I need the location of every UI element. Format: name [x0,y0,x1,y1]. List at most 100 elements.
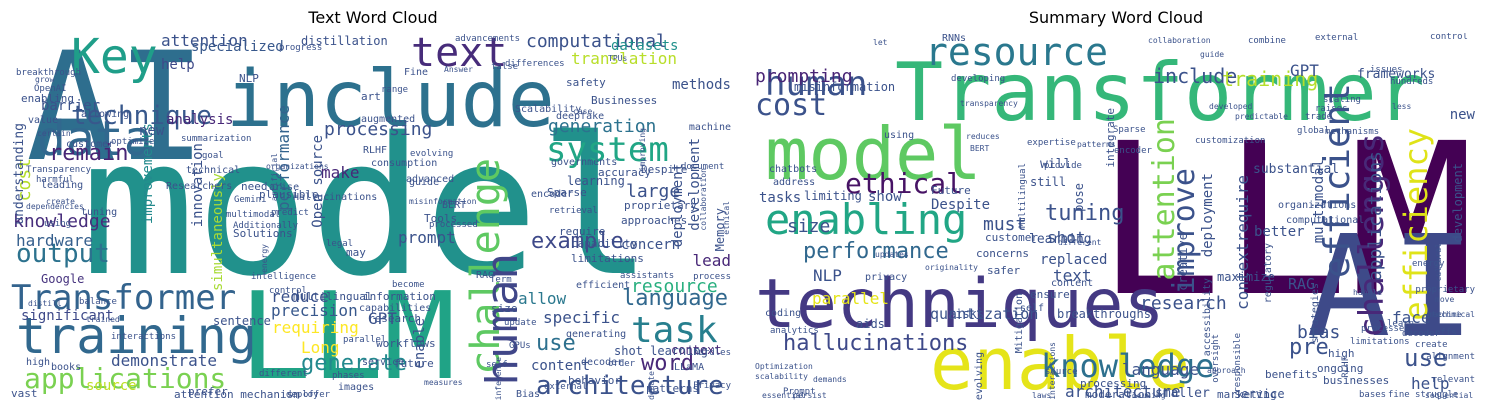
left-word-patterns: patterns [646,382,699,395]
left-word-transparency: Transparency [26,165,92,175]
left-word-generate: generate [301,351,407,376]
right-word-patterns: patterns [1077,140,1116,149]
left-word-new: new [139,123,165,139]
right-word-mitigation: Mitigation [1014,293,1025,354]
left-word-deepfake: deepfake [556,111,605,122]
left-word-resource: resource [631,276,718,297]
left-word-size: size [491,302,518,315]
right-word-smaller: smaller [1155,386,1210,400]
left-word-debate: debate [647,371,656,400]
right-word-quantization: quantization [930,305,1039,323]
right-word-essential: essential [762,391,806,400]
right-word-using: using [884,130,915,141]
right-word-raises: raises [1315,104,1348,114]
left-word-openai: OpenAI [34,84,67,94]
left-word-learning: learning [567,174,625,188]
left-word-guide: guide [409,177,440,188]
right-word-ongoing: ongoing [1317,362,1364,375]
left-word-output: output [16,239,110,269]
left-word-arise: arise [269,182,300,193]
left-word-require: require [559,225,606,238]
right-word-llm: LLM [1095,98,1475,343]
left-word-research: research [368,312,421,325]
left-word-books: books [51,362,82,373]
left-word-translation: translation [571,49,677,68]
left-word-text: text [411,33,508,76]
left-word-computational: computational [526,33,667,52]
left-word-intelligence: intelligence [251,272,317,282]
left-word-gemini: Gemini [234,195,267,205]
right-word-privacy: privacy [865,272,908,283]
right-word-move: move [1435,295,1455,304]
left-word-gpt: GPT [368,309,397,328]
left-word-word: word [641,351,694,376]
left-word-become: become [392,280,425,290]
left-word-processed: processed [429,220,478,230]
right-word-collaboration: collaboration [1148,36,1211,45]
right-word-sequential: sequential [1425,391,1474,400]
right-word-less: less [1392,102,1412,111]
right-word-approach: approach [1207,366,1246,375]
right-word-mechanisms: mechanisms [1325,127,1380,137]
right-word-evolving: evolving [974,351,985,400]
left-word-goal: goal [202,151,224,161]
left-word-data: data [37,111,153,167]
left-word-art: art [361,90,381,103]
right-word-bases: bases [1359,390,1387,400]
left-word-prompt: prompt [398,228,456,247]
left-word-sparse: Sparse [547,186,587,199]
left-word-attention-mechanism: attention mechanism [174,388,300,400]
left-word-researchers: Researchers [166,181,233,192]
left-word-significant: significant [21,308,114,324]
right-word-architecture: architecture [1065,382,1181,400]
left-word-differences: differences [505,59,565,69]
left-word-reduce: reduce [271,287,329,306]
right-word-organizations: organizations [1278,200,1357,211]
right-word-struggle: struggle [1415,390,1459,400]
left-word-model: model [81,97,653,318]
left-word-behavior: behavior [568,374,621,387]
right-word-ensure: ensure [1030,288,1070,301]
left-word-self: self [486,360,508,370]
right-word-responsible: responsible [1233,333,1243,393]
right-word-create: create [1415,340,1448,350]
right-word-proprietary: proprietary [1415,285,1475,295]
left-word-knowledge: knowledge [13,211,111,232]
left-word-information: information [363,290,436,303]
right-word-learning: learning [1029,232,1092,247]
left-word-order: order [608,359,636,369]
left-word-use: use [536,331,576,356]
left-word-value: value [28,115,59,126]
left-word-misinformation: misinformation [409,197,477,206]
left-word-technical: technical [186,165,241,176]
left-word-control: control [269,286,307,296]
left-word-transformer: Transformer [11,278,237,318]
left-word-understanding: understanding [12,123,27,225]
left-word-legal: legal [326,239,354,249]
left-word-grow: grow [35,75,55,84]
right-word-maximize: maximize [1217,270,1275,284]
right-word-rlhf: RLHF [1341,356,1351,378]
right-word-shot: shot [1047,228,1086,247]
left-word-bert: BERT [442,200,467,211]
left-word-predict: predict [271,208,309,218]
right-word-contextrequire: contextrequire [1233,175,1252,310]
right-word-self: self [1020,303,1045,314]
right-word-service: service [1234,387,1285,400]
left-word-help: help [161,57,195,73]
right-word-must: must [983,214,1027,235]
right-word-issues: issues [1370,65,1403,75]
right-word-enabling: enabling [765,195,968,244]
right-word-benefits: benefits [1265,368,1318,381]
right-word-risks: risks [948,307,985,321]
left-word-key: Key [71,33,158,85]
left-word-remain: remain [49,141,129,166]
right-word-high: high [1328,347,1355,360]
right-word-bert: BERT [970,144,990,153]
right-word-coding: coding [765,308,802,319]
right-word-machine: machine [1428,310,1462,319]
left-word-fine: Fine [404,67,429,78]
left-word-language: language [622,286,728,311]
right-word-strategies: strategies [1310,283,1321,344]
right-word-multilingual: Multilingual [1018,163,1028,229]
